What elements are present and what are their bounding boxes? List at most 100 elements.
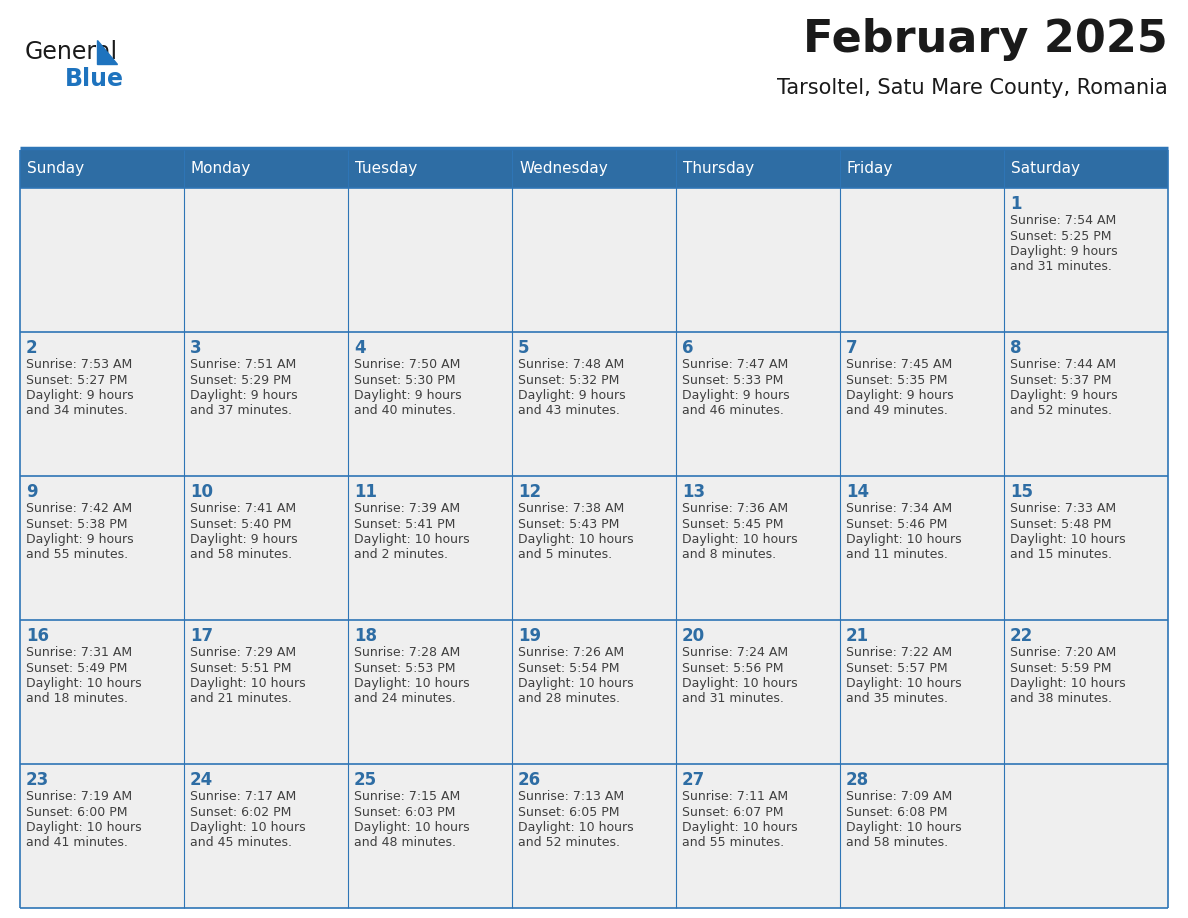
Text: and 11 minutes.: and 11 minutes. <box>846 548 948 562</box>
Text: Sunrise: 7:28 AM: Sunrise: 7:28 AM <box>354 646 460 659</box>
Text: Sunset: 5:29 PM: Sunset: 5:29 PM <box>190 374 291 386</box>
Text: Sunrise: 7:45 AM: Sunrise: 7:45 AM <box>846 358 953 371</box>
Text: Sunset: 6:02 PM: Sunset: 6:02 PM <box>190 805 291 819</box>
Text: Sunset: 5:48 PM: Sunset: 5:48 PM <box>1010 518 1112 531</box>
Text: Sunset: 5:43 PM: Sunset: 5:43 PM <box>518 518 619 531</box>
Bar <box>512 476 676 620</box>
Text: Sunset: 6:05 PM: Sunset: 6:05 PM <box>518 805 619 819</box>
Text: 13: 13 <box>682 483 706 501</box>
Bar <box>676 150 840 188</box>
Text: Sunset: 5:54 PM: Sunset: 5:54 PM <box>518 662 619 675</box>
Text: Sunrise: 7:24 AM: Sunrise: 7:24 AM <box>682 646 788 659</box>
Text: and 41 minutes.: and 41 minutes. <box>26 836 128 849</box>
Text: 4: 4 <box>354 339 366 357</box>
Text: 23: 23 <box>26 771 49 789</box>
Text: Sunrise: 7:41 AM: Sunrise: 7:41 AM <box>190 502 296 515</box>
Text: Daylight: 10 hours: Daylight: 10 hours <box>518 677 633 690</box>
Text: Sunset: 5:25 PM: Sunset: 5:25 PM <box>1010 230 1112 242</box>
Text: February 2025: February 2025 <box>803 18 1168 61</box>
Text: and 45 minutes.: and 45 minutes. <box>190 836 292 849</box>
Text: Saturday: Saturday <box>1011 162 1080 176</box>
Text: Tarsoltel, Satu Mare County, Romania: Tarsoltel, Satu Mare County, Romania <box>777 78 1168 98</box>
Bar <box>1004 764 1168 908</box>
Bar <box>676 620 840 764</box>
Text: Sunset: 6:07 PM: Sunset: 6:07 PM <box>682 805 784 819</box>
Text: Sunrise: 7:31 AM: Sunrise: 7:31 AM <box>26 646 132 659</box>
Text: Daylight: 10 hours: Daylight: 10 hours <box>518 533 633 546</box>
Text: and 43 minutes.: and 43 minutes. <box>518 405 620 418</box>
Text: 5: 5 <box>518 339 530 357</box>
Text: and 46 minutes.: and 46 minutes. <box>682 405 784 418</box>
Text: and 8 minutes.: and 8 minutes. <box>682 548 776 562</box>
Bar <box>1004 188 1168 332</box>
Text: Daylight: 9 hours: Daylight: 9 hours <box>682 389 790 402</box>
Text: 20: 20 <box>682 627 706 645</box>
Bar <box>676 764 840 908</box>
Bar <box>512 620 676 764</box>
Text: 12: 12 <box>518 483 541 501</box>
Bar <box>348 188 512 332</box>
Text: Daylight: 10 hours: Daylight: 10 hours <box>1010 533 1125 546</box>
Text: 18: 18 <box>354 627 377 645</box>
Text: Sunrise: 7:09 AM: Sunrise: 7:09 AM <box>846 790 953 803</box>
Text: and 40 minutes.: and 40 minutes. <box>354 405 456 418</box>
Text: Sunrise: 7:26 AM: Sunrise: 7:26 AM <box>518 646 624 659</box>
Text: Friday: Friday <box>847 162 893 176</box>
Bar <box>676 476 840 620</box>
Text: Wednesday: Wednesday <box>519 162 608 176</box>
Text: Sunrise: 7:54 AM: Sunrise: 7:54 AM <box>1010 214 1117 227</box>
Text: 16: 16 <box>26 627 49 645</box>
Text: and 52 minutes.: and 52 minutes. <box>1010 405 1112 418</box>
Text: Sunset: 5:38 PM: Sunset: 5:38 PM <box>26 518 127 531</box>
Text: 1: 1 <box>1010 195 1022 213</box>
Bar <box>184 764 348 908</box>
Text: Sunrise: 7:33 AM: Sunrise: 7:33 AM <box>1010 502 1116 515</box>
Text: Daylight: 10 hours: Daylight: 10 hours <box>846 821 961 834</box>
Text: Sunrise: 7:48 AM: Sunrise: 7:48 AM <box>518 358 624 371</box>
Bar <box>20 620 184 764</box>
Text: and 21 minutes.: and 21 minutes. <box>190 692 292 706</box>
Bar <box>20 188 184 332</box>
Text: Sunset: 5:45 PM: Sunset: 5:45 PM <box>682 518 784 531</box>
Bar <box>512 150 676 188</box>
Text: Sunrise: 7:11 AM: Sunrise: 7:11 AM <box>682 790 788 803</box>
Text: Sunset: 5:56 PM: Sunset: 5:56 PM <box>682 662 784 675</box>
Text: Daylight: 9 hours: Daylight: 9 hours <box>1010 389 1118 402</box>
Text: Daylight: 10 hours: Daylight: 10 hours <box>26 677 141 690</box>
Bar <box>676 332 840 476</box>
Bar <box>1004 476 1168 620</box>
Text: Sunrise: 7:47 AM: Sunrise: 7:47 AM <box>682 358 789 371</box>
Bar <box>1004 620 1168 764</box>
Text: Sunrise: 7:42 AM: Sunrise: 7:42 AM <box>26 502 132 515</box>
Text: Daylight: 10 hours: Daylight: 10 hours <box>354 677 469 690</box>
Text: Daylight: 10 hours: Daylight: 10 hours <box>26 821 141 834</box>
Text: Daylight: 10 hours: Daylight: 10 hours <box>190 821 305 834</box>
Text: 10: 10 <box>190 483 213 501</box>
Text: and 24 minutes.: and 24 minutes. <box>354 692 456 706</box>
Text: Sunrise: 7:17 AM: Sunrise: 7:17 AM <box>190 790 296 803</box>
Text: and 49 minutes.: and 49 minutes. <box>846 405 948 418</box>
Text: and 31 minutes.: and 31 minutes. <box>1010 261 1112 274</box>
Text: Sunset: 5:37 PM: Sunset: 5:37 PM <box>1010 374 1112 386</box>
Bar <box>512 332 676 476</box>
Text: Sunrise: 7:13 AM: Sunrise: 7:13 AM <box>518 790 624 803</box>
Text: and 35 minutes.: and 35 minutes. <box>846 692 948 706</box>
Text: Sunset: 5:27 PM: Sunset: 5:27 PM <box>26 374 127 386</box>
Text: Sunrise: 7:19 AM: Sunrise: 7:19 AM <box>26 790 132 803</box>
Bar <box>348 620 512 764</box>
Text: Sunset: 5:35 PM: Sunset: 5:35 PM <box>846 374 948 386</box>
Bar <box>184 476 348 620</box>
Text: Sunrise: 7:36 AM: Sunrise: 7:36 AM <box>682 502 788 515</box>
Text: Daylight: 10 hours: Daylight: 10 hours <box>682 533 797 546</box>
Text: Daylight: 9 hours: Daylight: 9 hours <box>518 389 626 402</box>
Text: Sunset: 5:53 PM: Sunset: 5:53 PM <box>354 662 455 675</box>
Text: Daylight: 10 hours: Daylight: 10 hours <box>354 533 469 546</box>
Text: 26: 26 <box>518 771 541 789</box>
Text: 15: 15 <box>1010 483 1034 501</box>
Text: Daylight: 10 hours: Daylight: 10 hours <box>846 677 961 690</box>
Text: Sunrise: 7:29 AM: Sunrise: 7:29 AM <box>190 646 296 659</box>
Text: Daylight: 9 hours: Daylight: 9 hours <box>26 389 133 402</box>
Bar <box>840 332 1004 476</box>
Text: and 37 minutes.: and 37 minutes. <box>190 405 292 418</box>
Text: 14: 14 <box>846 483 870 501</box>
